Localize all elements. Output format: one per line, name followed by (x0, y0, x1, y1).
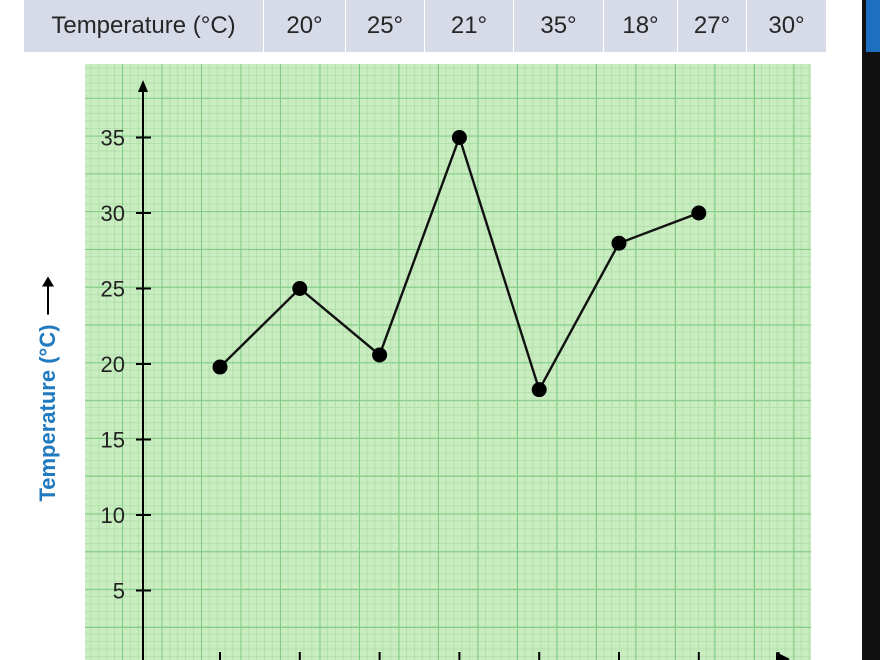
data-point (611, 235, 627, 251)
y-tick-label: 35 (101, 126, 125, 151)
y-tick-label: 25 (101, 277, 125, 302)
y-axis-title-text: Temperature (°C) (35, 324, 60, 502)
temperature-data-table: Temperature (°C) 20° 25° 21° 35° 18° 27°… (24, 0, 826, 52)
y-axis-arrow-icon (138, 80, 148, 92)
data-point (292, 281, 308, 296)
data-point (531, 382, 547, 398)
accent-tab (866, 0, 880, 52)
table-cell: 21° (425, 0, 514, 52)
table-cell: 27° (678, 0, 747, 52)
data-point (451, 130, 467, 145)
series-line (219, 133, 700, 393)
y-tick-label: 30 (101, 201, 125, 226)
table-cell: 25° (346, 0, 425, 52)
y-axis-title: Temperature (°C) (35, 278, 61, 502)
table-header-label: Temperature (°C) (24, 0, 264, 52)
graph-paper-background (85, 64, 811, 660)
data-point (691, 205, 707, 221)
table-cell: 20° (264, 0, 346, 52)
y-tick-label: 20 (101, 352, 125, 377)
data-point (212, 359, 228, 375)
table-cell: 30° (768, 12, 805, 39)
window-edge (862, 0, 880, 660)
y-tick-label: 15 (101, 428, 125, 453)
table-cell: 18° (604, 0, 678, 52)
y-axis-title-arrow-icon (47, 278, 49, 315)
table-cell: 35° (514, 0, 604, 52)
y-tick-label: 5 (113, 579, 125, 604)
data-point (372, 347, 388, 363)
y-tick-label: 10 (101, 503, 125, 528)
